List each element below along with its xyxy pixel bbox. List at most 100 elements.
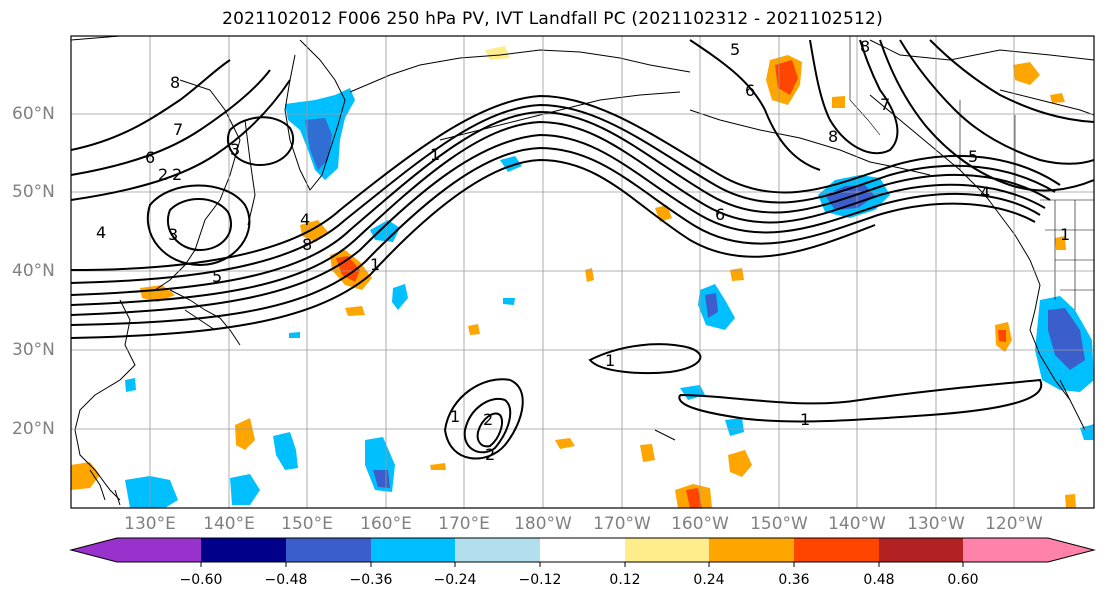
contour-label: 8 — [860, 37, 870, 56]
contour-ne-4 — [899, 39, 1094, 165]
colorbar-segment — [879, 538, 963, 562]
lon-label-170w: 170°W — [593, 514, 651, 534]
asia-coast-north — [71, 36, 241, 291]
state-lines-1 — [1045, 229, 1094, 291]
orange-blob-20 — [1055, 236, 1066, 250]
colorbar-tick-label: −0.24 — [433, 572, 477, 588]
hudson — [999, 89, 1094, 116]
korea-china — [74, 299, 136, 501]
contour-label: 1 — [1060, 225, 1070, 244]
pv-shading — [71, 46, 1094, 508]
blue-blob-small-13 — [503, 298, 515, 305]
blue-blob-small-4 — [273, 432, 298, 470]
contour-labels: 8 7 6 5 4 3 2 1 2 3 4 5 6 8 7 5 6 8 8 1 … — [96, 37, 1070, 464]
blue-blob-small-10 — [725, 418, 744, 436]
contour-label: 4 — [980, 183, 990, 202]
alaska-south — [689, 109, 931, 176]
contour-label: 2 — [158, 165, 168, 184]
contour-label: 2 — [485, 445, 495, 464]
dark-blue-blob-pacific — [705, 293, 718, 318]
colorbar-segment — [455, 538, 540, 562]
lon-label-140e: 140°E — [203, 514, 255, 534]
jet-contour-6 — [71, 146, 1036, 326]
colorbar-tick-label: 0.60 — [947, 572, 979, 588]
subtrop-2 — [678, 378, 1043, 423]
canada-north — [869, 39, 1094, 61]
us-west-coast — [1029, 284, 1071, 401]
blue-blob-small-11 — [1080, 424, 1094, 440]
colorbar-segment — [963, 538, 1094, 562]
red-blob-4 — [686, 488, 702, 508]
hawaii — [654, 429, 676, 441]
colorbar-tick-label: −0.48 — [264, 572, 308, 588]
red-blob-3 — [775, 60, 798, 95]
orange-blob-15 — [585, 268, 594, 282]
contour-label: 7 — [880, 95, 890, 114]
contour-label: 5 — [730, 40, 740, 59]
orange-blob-23 — [1065, 494, 1076, 508]
lon-label-160e: 160°E — [360, 514, 412, 534]
jet-contour-4 — [71, 103, 1056, 284]
gridlines — [71, 36, 1094, 508]
baja — [1059, 379, 1086, 431]
colorbar-tick-label: 0.36 — [778, 572, 810, 588]
lon-label-120w: 120°W — [985, 514, 1043, 534]
orange-blob-7 — [235, 418, 255, 450]
contour-label: 8 — [828, 127, 838, 146]
colorbar-tick-label: −0.36 — [349, 572, 393, 588]
colorbar-segment — [625, 538, 709, 562]
red-blob-5 — [998, 330, 1006, 342]
colorbar-tick-label: −0.12 — [518, 572, 562, 588]
blue-blob-small-7 — [125, 476, 178, 508]
map-frame — [70, 35, 1095, 509]
colorbar-outline — [69, 537, 1096, 563]
orange-blob-21 — [430, 463, 446, 470]
contour-ne-3 — [879, 39, 1094, 192]
blue-blob-small-8 — [230, 474, 260, 505]
contour-label: 3 — [168, 225, 178, 244]
lat-label-60: 60°N — [12, 104, 55, 124]
colorbar-tick-label: −0.60 — [179, 572, 223, 588]
japan — [169, 289, 241, 346]
colorbar-segment — [286, 538, 371, 562]
contour-label: 4 — [96, 223, 106, 242]
contour-label: 1 — [800, 410, 810, 429]
jet-contour-7 — [71, 158, 876, 339]
orange-blob-6 — [1013, 62, 1040, 85]
lon-label-180w: 180°W — [514, 514, 572, 534]
jet-contour-2 — [71, 120, 1046, 306]
lon-label-170e: 170°E — [438, 514, 490, 534]
contour-label: 5 — [212, 267, 222, 286]
contour-label: 4 — [300, 210, 310, 229]
lat-label-20: 20°N — [12, 419, 55, 439]
subtrop-3 — [443, 378, 524, 460]
lat-label-50: 50°N — [12, 182, 55, 202]
orange-blob-8 — [71, 462, 100, 490]
orange-blob-22 — [640, 444, 655, 462]
subtrop-1 — [588, 343, 702, 375]
contour-label: 5 — [968, 147, 978, 166]
dark-blue-blob-kamchatka — [305, 118, 332, 170]
lat-label-40: 40°N — [12, 261, 55, 281]
colorbar-tick-label: 0.48 — [863, 572, 895, 588]
colorbar-segment — [201, 538, 286, 562]
colorbar — [69, 537, 1096, 567]
blue-blob-small-1 — [370, 220, 400, 242]
contour-ne-5 — [929, 39, 1094, 123]
orange-blob-19 — [1050, 93, 1065, 103]
colorbar-tick-label: 0.24 — [693, 572, 725, 588]
lon-label-140w: 140°W — [828, 514, 886, 534]
blue-blob-small-12 — [125, 378, 136, 392]
orange-blob-9 — [728, 450, 752, 477]
nw-contour-3 — [71, 79, 291, 201]
lon-label-150e: 150°E — [281, 514, 333, 534]
subtrop-4 — [463, 397, 512, 454]
colorbar-segment — [540, 538, 625, 562]
orange-blob-14 — [555, 438, 575, 449]
orange-blob-18 — [485, 46, 510, 60]
contour-label: 6 — [145, 148, 155, 167]
map-title: 2021102012 F006 250 hPa PV, IVT Landfall… — [222, 9, 883, 29]
subtrop-5 — [476, 412, 503, 448]
canada-coast — [869, 94, 1041, 286]
